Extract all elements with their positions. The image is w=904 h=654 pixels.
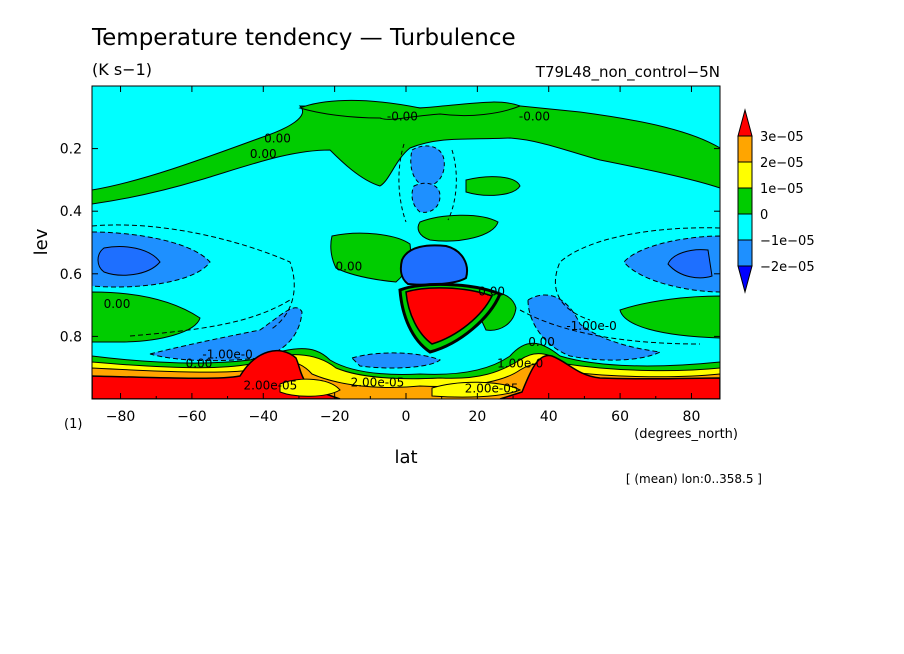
- units-label: (K s−1): [92, 60, 152, 79]
- colorbar-segment: [737, 213, 753, 241]
- chart-title: Temperature tendency — Turbulence: [91, 25, 516, 51]
- colorbar: 3e−05 2e−05 1e−05 0 −1e−05 −2e−05: [737, 108, 815, 294]
- contour-label: 0.00: [478, 285, 505, 299]
- y-tick-label: 0.4: [60, 204, 82, 220]
- contour-label: 0.00: [336, 260, 363, 274]
- blue-column-mid: [411, 182, 441, 213]
- contour-label: 2.00e-05: [351, 375, 405, 389]
- colorbar-segment: [737, 161, 753, 189]
- surface-yellow-patch-right: [431, 381, 522, 398]
- blue-center-low: [351, 352, 441, 369]
- colorbar-top-triangle: [737, 108, 753, 137]
- contour-label: 0.00: [264, 131, 291, 145]
- blue-deep-cell: [97, 246, 161, 276]
- x-tick-label: −80: [106, 409, 136, 425]
- x-tick-label: −20: [320, 409, 350, 425]
- contour-label: 2.00e-05: [465, 382, 519, 396]
- y-tick-label: 0.2: [60, 142, 82, 158]
- panel-label: (1): [64, 417, 82, 432]
- colorbar-segment: [737, 135, 753, 163]
- dashed-contour-column-r: [447, 149, 457, 221]
- contour-label: 1.00e-0: [497, 357, 543, 371]
- blue-dark-cap: [399, 244, 468, 286]
- contour-label: 0.00: [104, 297, 131, 311]
- x-axis-unit: (degrees_north): [634, 427, 738, 442]
- run-label: T79L48_non_control−5N: [535, 63, 720, 82]
- green-right-lobe: [619, 295, 720, 339]
- red-core-fill: [405, 287, 494, 345]
- blue-left-lower: [149, 307, 303, 362]
- contour-labels: 0.000.00-0.00 -0.000.000.000.00-1.00e-00.…: [104, 109, 617, 395]
- dashed-contour-column: [398, 143, 407, 223]
- dashed-contour-left: [92, 224, 295, 331]
- plot-area: 0.000.00-0.00 -0.000.000.000.00-1.00e-00.…: [92, 86, 720, 399]
- x-tick-label: 40: [540, 409, 558, 425]
- contour-label: -1.00e-0: [202, 347, 252, 361]
- colorbar-segment: [737, 239, 753, 267]
- x-tick-label: −60: [177, 409, 207, 425]
- colorbar-label: −1e−05: [760, 234, 815, 249]
- y-tick-label: 0.8: [60, 329, 82, 345]
- x-axis: −80 −60 −40 −20 0 20 40 60 80: [106, 86, 701, 425]
- colorbar-bottom-triangle: [737, 265, 753, 294]
- colorbar-label: −2e−05: [760, 260, 815, 275]
- contour-label: -0.00: [387, 109, 418, 123]
- green-upper-band: [92, 103, 720, 205]
- dashed-contour-lower: [129, 299, 701, 345]
- x-axis-label: lat: [394, 447, 417, 468]
- dashed-contour-right: [555, 227, 720, 321]
- colorbar-label: 0: [760, 208, 768, 223]
- x-tick-label: 0: [402, 409, 411, 425]
- green-blob-top-right: [298, 99, 522, 120]
- colorbar-segment: [737, 187, 753, 215]
- contour-label: 0.00: [186, 357, 213, 371]
- x-tick-label: 80: [683, 409, 701, 425]
- green-blob-mid: [417, 214, 499, 242]
- y-tick-label: 0.6: [60, 267, 82, 283]
- green-blob-left-mid: [330, 232, 411, 283]
- y-axis: 0.2 0.4 0.6 0.8: [60, 142, 720, 345]
- colorbar-label: 3e−05: [760, 130, 804, 145]
- contour-label: -1.00e-0: [566, 319, 616, 333]
- blue-right-lower: [527, 294, 662, 361]
- colorbar-label: 2e−05: [760, 156, 804, 171]
- x-tick-label: −40: [248, 409, 278, 425]
- mean-note: [ (mean) lon:0..358.5 ]: [626, 472, 762, 486]
- colorbar-label: 1e−05: [760, 182, 804, 197]
- x-tick-label: 20: [468, 409, 486, 425]
- green-left-lobe: [92, 291, 201, 343]
- contour-label: 0.00: [528, 335, 555, 349]
- blue-column-top: [410, 145, 445, 187]
- surface-yellow-patch: [279, 378, 341, 397]
- contour-label: 0.00: [250, 147, 277, 161]
- green-blob-center: [465, 176, 521, 196]
- blue-deep-cell-right: [667, 249, 713, 279]
- y-axis-label: lev: [31, 228, 52, 255]
- surface-red-right: [499, 354, 720, 399]
- x-tick-label: 60: [611, 409, 629, 425]
- contour-label: -0.00: [519, 109, 550, 123]
- contour-label: 2.00e-05: [244, 379, 298, 393]
